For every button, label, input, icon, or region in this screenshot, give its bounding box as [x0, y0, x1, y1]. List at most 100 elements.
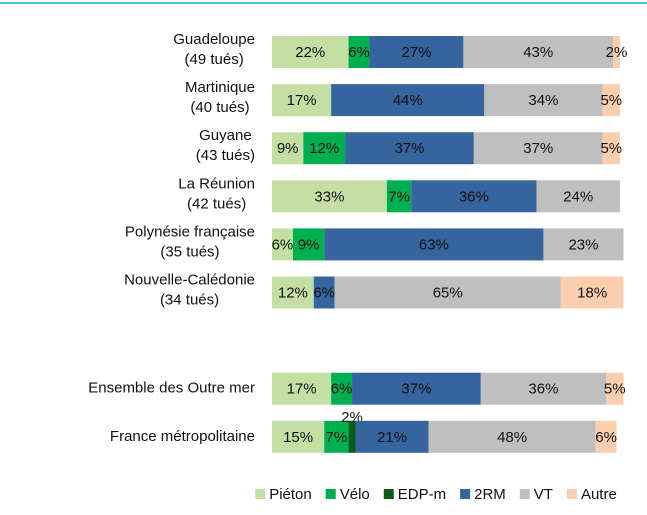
bar-segment [272, 132, 304, 165]
bar-segment [484, 84, 603, 117]
category-label: Nouvelle-Calédonie [124, 271, 255, 288]
bar-segment [543, 228, 624, 261]
bar-segment [595, 420, 617, 453]
category-label: (43 tués) [196, 147, 255, 164]
bar-segment [602, 132, 620, 165]
value-label: 24% [563, 188, 593, 205]
category-label: Ensemble des Outre mer [88, 380, 255, 397]
value-label: 6% [348, 44, 370, 61]
bar-segment [324, 420, 349, 453]
value-label: 12% [309, 140, 339, 157]
legend-label: Piéton [269, 486, 312, 503]
category-label: Guadeloupe [173, 31, 255, 48]
value-label: 17% [287, 92, 317, 109]
value-label: 34% [528, 92, 558, 109]
legend-label: Vélo [340, 486, 370, 503]
bar-segment [473, 132, 603, 165]
value-label: 9% [298, 236, 320, 253]
bar-segment [348, 36, 370, 68]
value-label: 37% [401, 381, 431, 398]
bar-segment [303, 132, 346, 165]
bar-segment [272, 372, 332, 405]
value-label: 21% [377, 429, 407, 446]
value-label: 23% [568, 236, 598, 253]
value-label: 17% [287, 381, 317, 398]
bar-segment [292, 228, 325, 261]
category-label: France métropolitaine [110, 428, 255, 445]
legend-swatch [255, 489, 266, 499]
bar-segment [480, 372, 607, 405]
bar-segment [536, 180, 620, 213]
bar-segment [602, 84, 620, 117]
value-label: 37% [523, 140, 553, 157]
bar-segment [560, 276, 624, 309]
value-label: 48% [497, 429, 527, 446]
value-label: 36% [528, 381, 558, 398]
bar-segment [355, 420, 429, 453]
category-label: (49 tués) [185, 51, 244, 68]
category-label: Guyane [199, 127, 252, 144]
value-label: 36% [459, 188, 489, 205]
legend-label: Autre [581, 486, 617, 503]
bar-segment [272, 276, 314, 309]
value-label: 37% [394, 140, 424, 157]
bar-segment [411, 180, 537, 213]
category-label: (40 tués) [190, 99, 249, 116]
bar-segment [324, 228, 544, 261]
legend-swatch [566, 489, 577, 499]
bar-segment [272, 180, 387, 213]
category-label: Polynésie française [125, 223, 255, 240]
bar-segment [331, 84, 485, 117]
legend-swatch [325, 489, 336, 499]
bar-segment [463, 36, 614, 68]
bar-segment [428, 420, 596, 453]
value-label: 33% [314, 188, 344, 205]
bar-segment [345, 132, 474, 165]
value-label: 63% [419, 236, 449, 253]
bar-segment [272, 84, 332, 117]
bar-segment [272, 36, 349, 68]
value-label: 6% [331, 381, 353, 398]
value-label: 12% [278, 284, 308, 301]
legend-swatch [383, 489, 394, 499]
value-label: 15% [283, 429, 313, 446]
value-label: 22% [295, 44, 325, 61]
category-label: La Réunion [178, 175, 255, 192]
bar-segment [348, 420, 356, 453]
value-label: 7% [388, 188, 410, 205]
value-label: 6% [595, 429, 617, 446]
bar-segment [613, 36, 620, 68]
value-label: 44% [393, 92, 423, 109]
bar-segment [352, 372, 481, 405]
legend-label: VT [534, 486, 553, 503]
value-label: 27% [401, 44, 431, 61]
value-label: 6% [272, 236, 294, 253]
category-label: (42 tués) [187, 195, 246, 212]
bar-segment [331, 372, 353, 405]
bar-segment [272, 420, 325, 453]
value-label: 65% [433, 284, 463, 301]
bar-segment [313, 276, 335, 309]
bar-segment [334, 276, 561, 309]
legend-swatch [519, 489, 530, 499]
legend-swatch [460, 489, 471, 499]
legend-label: 2RM [474, 486, 506, 503]
value-label: 5% [600, 140, 622, 157]
value-label: 5% [604, 381, 626, 398]
value-label: 43% [523, 44, 553, 61]
bar-segment [272, 228, 293, 261]
value-label: 7% [326, 429, 348, 446]
bar-segment [369, 36, 464, 68]
bar-segment [386, 180, 412, 213]
value-label: 6% [313, 284, 335, 301]
category-label: Martinique [185, 79, 255, 96]
value-label: 18% [577, 284, 607, 301]
bar-segment [606, 372, 624, 405]
legend-label: EDP-m [398, 486, 446, 503]
value-label: 2% [606, 44, 628, 61]
category-label: (34 tués) [160, 291, 219, 308]
category-label: (35 tués) [160, 243, 219, 260]
value-label: 9% [277, 140, 299, 157]
value-label: 5% [600, 92, 622, 109]
